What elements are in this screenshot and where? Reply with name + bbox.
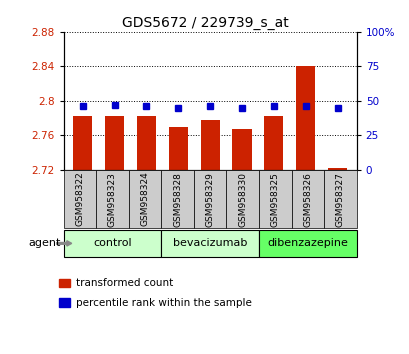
Text: GDS5672 / 229739_s_at: GDS5672 / 229739_s_at [121, 16, 288, 30]
Text: GSM958325: GSM958325 [270, 172, 279, 227]
Bar [327, 168, 346, 170]
Bar [73, 116, 92, 170]
Text: percentile rank within the sample: percentile rank within the sample [76, 298, 251, 308]
Text: transformed count: transformed count [76, 278, 173, 288]
Bar [232, 129, 251, 170]
Text: GSM958327: GSM958327 [335, 172, 344, 227]
Text: GSM958328: GSM958328 [173, 172, 182, 227]
Bar [168, 127, 187, 170]
Text: GSM958323: GSM958323 [108, 172, 117, 227]
Bar [137, 116, 155, 170]
Text: GSM958330: GSM958330 [238, 172, 247, 227]
Bar [264, 116, 283, 170]
Text: bevacizumab: bevacizumab [173, 238, 247, 249]
Bar [105, 116, 124, 170]
Text: GSM958324: GSM958324 [140, 172, 149, 227]
Text: agent: agent [29, 238, 61, 249]
Text: control: control [93, 238, 131, 249]
Bar [295, 67, 315, 170]
Text: GSM958322: GSM958322 [75, 172, 84, 227]
Text: dibenzazepine: dibenzazepine [267, 238, 347, 249]
Bar [200, 120, 219, 170]
Text: GSM958329: GSM958329 [205, 172, 214, 227]
Text: GSM958326: GSM958326 [303, 172, 312, 227]
